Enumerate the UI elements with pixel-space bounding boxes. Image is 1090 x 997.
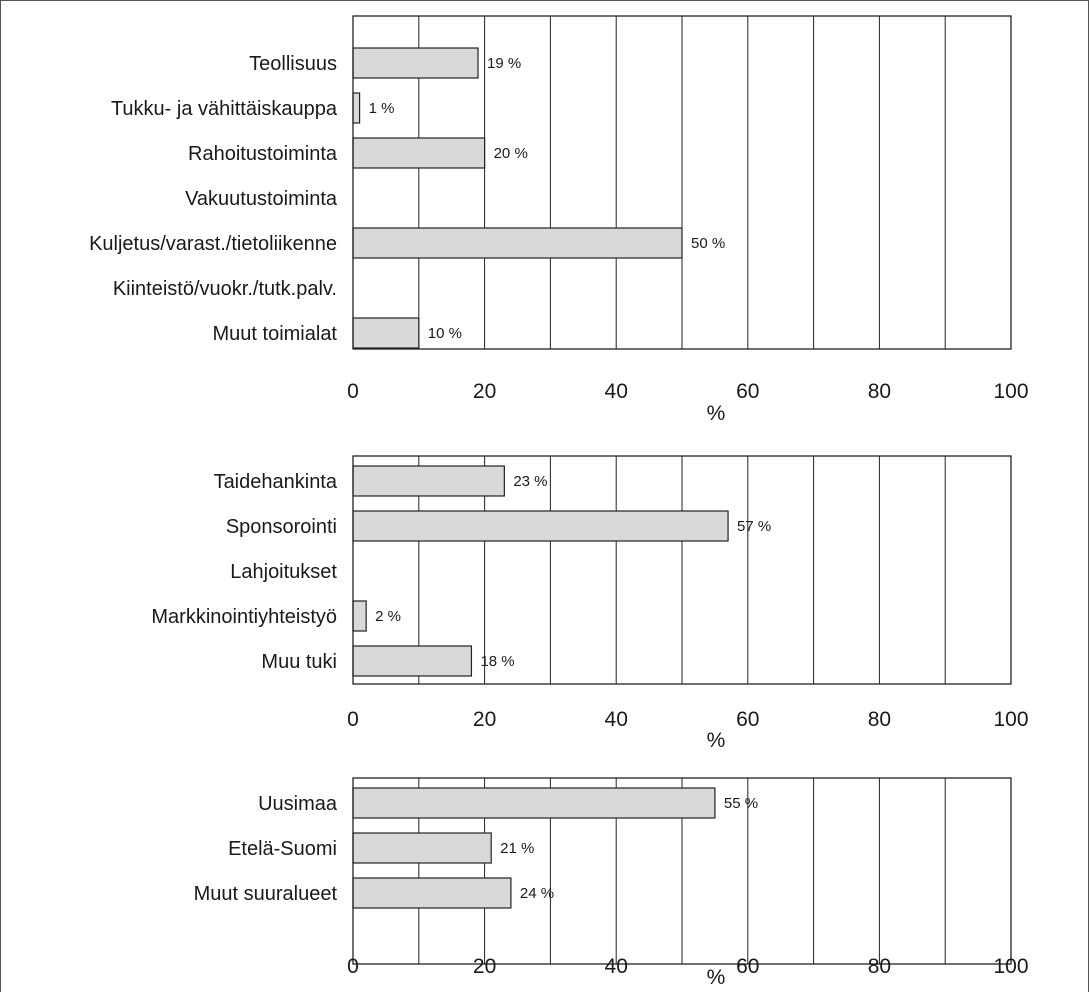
data-label-taidehankinta: 23 % [513, 473, 547, 490]
x-tick-label-40: 40 [605, 708, 628, 731]
category-label-teollisuus: Teollisuus [249, 53, 337, 75]
bar-markkinointiyhteistyo [352, 600, 367, 632]
data-label-sponsorointi: 57 % [737, 518, 771, 535]
bar-kuljetus-varast-tietoliikenne [352, 227, 683, 259]
x-tick-label-100: 100 [993, 708, 1028, 731]
x-tick-label-20: 20 [473, 955, 496, 978]
x-tick-label-80: 80 [868, 708, 891, 731]
x-tick-label-20: 20 [473, 708, 496, 731]
x-tick-label-100: 100 [993, 955, 1028, 978]
x-axis-label: % [707, 729, 726, 752]
data-label-tukku-ja-vahittaiskauppa: 1 % [369, 100, 395, 117]
bar-taidehankinta [352, 465, 505, 497]
bar-teollisuus [352, 47, 479, 79]
x-tick-label-100: 100 [993, 380, 1028, 403]
category-label-vakuutustoiminta: Vakuutustoiminta [185, 188, 338, 210]
bar-rahoitustoiminta [352, 137, 486, 169]
bar-tukku-ja-vahittaiskauppa [352, 92, 361, 124]
chart-region: Uusimaa 55 % Etelä-Suomi 21 % Muut suuraluee… [194, 777, 1029, 989]
axes-frame [352, 777, 1012, 965]
category-label-muut-toimialat: Muut toimialat [213, 323, 338, 345]
x-tick-label-0: 0 [347, 380, 359, 403]
x-axis-label: % [707, 966, 726, 989]
category-label-etela-suomi: Etelä-Suomi [228, 838, 337, 860]
category-label-markkinointiyhteistyo: Markkinointiyhteistyö [151, 606, 337, 628]
category-label-taidehankinta: Taidehankinta [214, 471, 338, 493]
category-label-rahoitustoiminta: Rahoitustoiminta [188, 143, 338, 165]
bar-muu-tuki [352, 645, 473, 677]
data-label-rahoitustoiminta: 20 % [494, 145, 528, 162]
category-label-muut-suuralueet: Muut suuralueet [194, 883, 338, 905]
data-label-teollisuus: 19 % [487, 55, 521, 72]
bar-muut-toimialat [352, 317, 420, 349]
x-tick-label-80: 80 [868, 955, 891, 978]
x-tick-label-40: 40 [605, 955, 628, 978]
x-axis-label: % [707, 402, 726, 425]
category-label-muu-tuki: Muu tuki [261, 651, 337, 673]
category-label-kuljetus-varast-tietoliikenne: Kuljetus/varast./tietoliikenne [89, 233, 337, 255]
data-label-muu-tuki: 18 % [480, 653, 514, 670]
x-tick-label-40: 40 [605, 380, 628, 403]
category-label-lahjoitukset: Lahjoitukset [230, 561, 337, 583]
chart-industry: Teollisuus 19 % Tukku- ja vähittäiskauppa 1… [89, 15, 1029, 425]
x-tick-label-60: 60 [736, 955, 759, 978]
x-tick-label-80: 80 [868, 380, 891, 403]
data-label-etela-suomi: 21 % [500, 840, 534, 857]
x-tick-label-0: 0 [347, 955, 359, 978]
data-label-kuljetus-varast-tietoliikenne: 50 % [691, 235, 725, 252]
data-label-markkinointiyhteistyo: 2 % [375, 608, 401, 625]
category-label-kiinteisto-vuokr-tutk-palv: Kiinteistö/vuokr./tutk.palv. [113, 278, 337, 300]
chart-support-type: Taidehankinta 23 % Sponsorointi 57 % Lahjoit… [151, 455, 1029, 752]
bar-muut-suuralueet [352, 877, 512, 909]
x-tick-label-60: 60 [736, 708, 759, 731]
axes-frame [352, 455, 1012, 685]
category-label-uusimaa: Uusimaa [258, 793, 338, 815]
data-label-uusimaa: 55 % [724, 795, 758, 812]
bar-uusimaa [352, 787, 716, 819]
data-label-muut-suuralueet: 24 % [520, 885, 554, 902]
bar-sponsorointi [352, 510, 729, 542]
data-label-muut-toimialat: 10 % [428, 325, 462, 342]
x-tick-label-60: 60 [736, 380, 759, 403]
axes-frame [352, 15, 1012, 350]
bar-etela-suomi [352, 832, 492, 864]
x-tick-label-20: 20 [473, 380, 496, 403]
category-label-sponsorointi: Sponsorointi [226, 516, 337, 538]
x-tick-label-0: 0 [347, 708, 359, 731]
category-label-tukku-ja-vahittaiskauppa: Tukku- ja vähittäiskauppa [111, 98, 338, 120]
